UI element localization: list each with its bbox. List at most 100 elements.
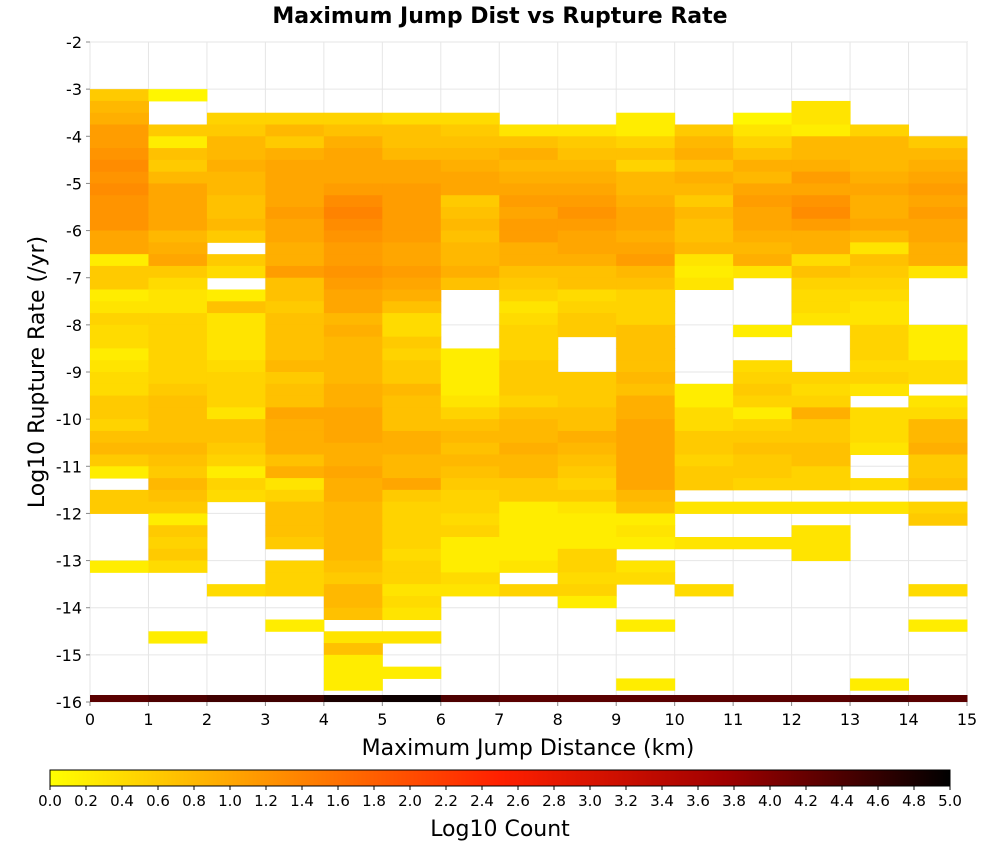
heatmap-cell — [323, 595, 383, 609]
heatmap-cell — [90, 360, 149, 373]
heatmap-cell — [323, 430, 383, 444]
heatmap-cell — [382, 584, 442, 597]
heatmap-cell — [557, 124, 617, 137]
colorbar-tick-label: 0.6 — [146, 792, 170, 810]
heatmap-cell — [733, 112, 793, 125]
heatmap-cell — [908, 242, 968, 255]
heatmap-cell — [557, 383, 617, 397]
heatmap-cell — [850, 313, 910, 326]
heatmap-cell — [557, 372, 617, 385]
heatmap-cell — [908, 254, 968, 267]
heatmap-cell — [148, 537, 208, 550]
heatmap-cell — [440, 419, 500, 432]
heatmap-cell — [440, 501, 500, 514]
heatmap-cell — [265, 372, 325, 385]
heatmap-cell — [206, 478, 266, 491]
heatmap-cell — [499, 383, 559, 397]
heatmap-cell — [791, 395, 851, 408]
heatmap-cell — [733, 218, 793, 232]
heatmap-cell — [206, 489, 266, 503]
colorbar-tick-label: 0.8 — [182, 792, 206, 810]
x-axis-label: Maximum Jump Distance (km) — [362, 736, 695, 761]
heatmap-cell — [323, 372, 383, 385]
heatmap-cell — [674, 148, 734, 161]
heatmap-cell — [850, 230, 910, 243]
heatmap-cell — [148, 183, 208, 196]
y-tick-label: -16 — [56, 693, 82, 712]
heatmap-cell — [148, 407, 208, 420]
colorbar-tick-label: 3.0 — [578, 792, 602, 810]
heatmap-cell — [323, 607, 383, 620]
heatmap-cell — [733, 171, 793, 184]
heatmap-cell — [850, 195, 910, 208]
heatmap-cell — [791, 548, 851, 562]
heatmap-cell — [90, 419, 149, 432]
heatmap-cell — [908, 513, 968, 526]
heatmap-cell — [733, 537, 793, 550]
heatmap-cell — [265, 348, 325, 361]
bottom-row-cell — [557, 695, 617, 702]
heatmap-cell — [265, 254, 325, 267]
heatmap-cell — [616, 430, 676, 444]
heatmap-cell — [265, 207, 325, 220]
heatmap-cell — [616, 501, 676, 514]
bottom-row-cell — [908, 695, 968, 702]
heatmap-cell — [499, 183, 559, 196]
x-tick-label: 13 — [840, 710, 860, 729]
heatmap-cell — [791, 442, 851, 455]
heatmap-cell — [323, 348, 383, 361]
heatmap-cell — [557, 513, 617, 526]
heatmap-cell — [323, 548, 383, 562]
heatmap-cell — [265, 313, 325, 326]
heatmap-cell — [440, 124, 500, 137]
heatmap-cell — [557, 289, 617, 302]
heatmap-cell — [206, 454, 266, 467]
heatmap-cell — [323, 537, 383, 550]
heatmap-cell — [323, 159, 383, 173]
heatmap-cell — [733, 195, 793, 208]
heatmap-cell — [323, 148, 383, 161]
heatmap-cell — [382, 525, 442, 538]
heatmap-cell — [499, 254, 559, 267]
heatmap-cell — [850, 442, 910, 455]
heatmap-cell — [616, 360, 676, 373]
heatmap-cell — [850, 360, 910, 373]
bottom-row-cell — [265, 695, 325, 702]
heatmap-cell — [557, 572, 617, 585]
bottom-row-cell — [323, 695, 383, 702]
heatmap-cell — [674, 501, 734, 514]
heatmap-cell — [557, 501, 617, 514]
heatmap-cell — [733, 136, 793, 149]
heatmap-cell — [382, 336, 442, 349]
heatmap-cell — [206, 289, 266, 302]
heatmap-cell — [499, 277, 559, 290]
bottom-row-cell — [674, 695, 734, 702]
heatmap-cell — [206, 372, 266, 385]
heatmap-cell — [499, 537, 559, 550]
heatmap-cell — [499, 324, 559, 338]
colorbar-tick-label: 3.4 — [650, 792, 674, 810]
heatmap-cell — [440, 372, 500, 385]
heatmap-cell — [382, 136, 442, 149]
heatmap-cell — [908, 195, 968, 208]
heatmap-cell — [499, 124, 559, 137]
heatmap-cell — [148, 372, 208, 385]
heatmap-cell — [440, 572, 500, 585]
heatmap-cell — [850, 336, 910, 349]
heatmap-cell — [557, 454, 617, 467]
heatmap-cell — [791, 112, 851, 125]
bottom-row-cell — [440, 695, 500, 702]
heatmap-cell — [616, 478, 676, 491]
heatmap-cell — [850, 124, 910, 137]
bottom-row-cell — [206, 695, 266, 702]
heatmap-cell — [382, 171, 442, 184]
heatmap-cell — [382, 230, 442, 243]
heatmap-cell — [674, 442, 734, 455]
heatmap-cell — [557, 171, 617, 184]
heatmap-cell — [733, 395, 793, 408]
heatmap-cell — [323, 654, 383, 668]
heatmap-cell — [440, 159, 500, 173]
heatmap-cell — [382, 383, 442, 397]
heatmap-cell — [265, 537, 325, 550]
heatmap-cell — [148, 254, 208, 267]
